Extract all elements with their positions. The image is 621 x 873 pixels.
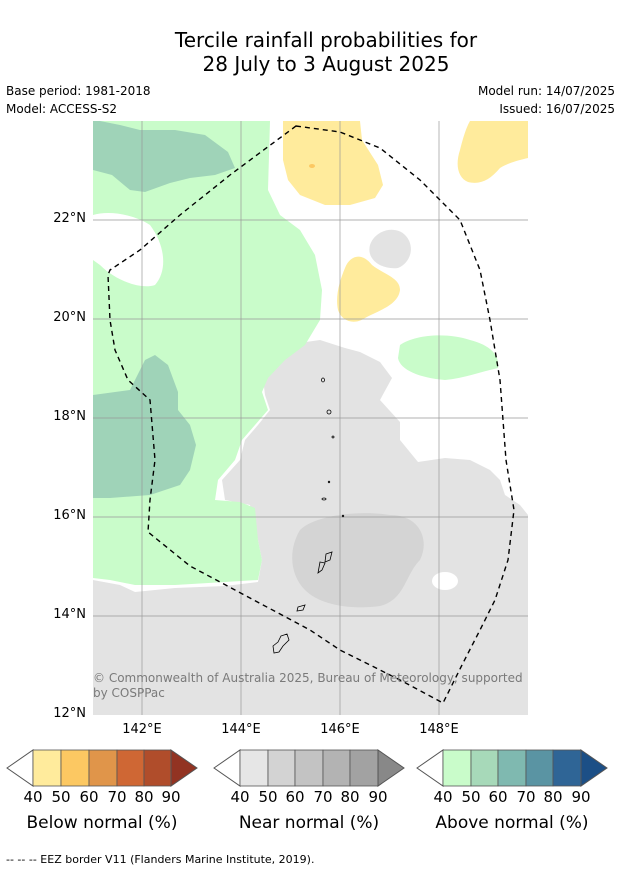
below-normal-northeast: [457, 121, 528, 183]
island-farallon: [341, 514, 345, 518]
lon-tick-148: 148°E: [419, 722, 459, 737]
below-normal-50-dot: [309, 164, 315, 168]
near-tick-60: 60: [285, 788, 305, 806]
model-name: Model: ACCESS-S2: [6, 102, 118, 116]
title-line-1: Tercile rainfall probabilities for: [174, 28, 478, 52]
no-signal-patch: [432, 572, 458, 590]
below-arrow-right: [170, 749, 198, 787]
above-normal-east: [398, 335, 499, 380]
below-tick-60: 60: [79, 788, 99, 806]
eez-footnote: -- -- -- EEZ border V11 (Flanders Marine…: [6, 853, 315, 866]
below-normal-center: [337, 256, 400, 322]
above-tick-90: 90: [571, 788, 591, 806]
meta-left: Base period: 1981-2018 Model: ACCESS-S2: [6, 82, 151, 118]
legend-above-caption: Above normal (%): [435, 813, 589, 833]
near-normal-50-region: [292, 513, 424, 608]
below-swatch-1: [32, 749, 62, 787]
map-area: [93, 121, 528, 715]
near-tick-90: 90: [368, 788, 388, 806]
island-pagan: [326, 409, 332, 415]
above-swatch-5: [552, 749, 582, 787]
lat-tick-22: 22°N: [53, 211, 86, 226]
island-guam: [272, 633, 290, 654]
copyright-notice: © Commonwealth of Australia 2025, Bureau…: [93, 671, 523, 700]
island-anatahan: [321, 497, 327, 501]
lon-tick-146: 146°E: [320, 722, 360, 737]
above-tick-60: 60: [488, 788, 508, 806]
below-swatch-3: [88, 749, 118, 787]
gridlines: [93, 121, 528, 715]
above-tick-50: 50: [461, 788, 481, 806]
near-swatch-1: [239, 749, 269, 787]
lat-tick-14: 14°N: [53, 607, 86, 622]
below-normal-north: [283, 121, 383, 205]
map-title: Tercile rainfall probabilities for 28 Ju…: [0, 28, 621, 76]
lon-tick-142: 142°E: [122, 722, 162, 737]
above-swatch-1: [442, 749, 472, 787]
near-tick-70: 70: [313, 788, 333, 806]
issued-date: Issued: 16/07/2025: [499, 102, 615, 116]
title-line-2: 28 July to 3 August 2025: [202, 52, 450, 76]
island-sarigan: [327, 480, 331, 484]
below-arrow-left: [6, 749, 34, 787]
legend-below-caption: Below normal (%): [26, 813, 178, 833]
base-period: Base period: 1981-2018: [6, 84, 151, 98]
above-swatch-4: [525, 749, 554, 787]
island-alamagan: [331, 435, 335, 439]
near-tick-80: 80: [340, 788, 360, 806]
lat-tick-20: 20°N: [53, 310, 86, 325]
island-agrihan: [321, 377, 325, 383]
above-arrow-right: [580, 749, 608, 787]
legend-bars: [6, 749, 608, 787]
below-tick-90: 90: [161, 788, 181, 806]
below-swatch-5: [143, 749, 172, 787]
below-swatch-4: [116, 749, 145, 787]
model-run: Model run: 14/07/2025: [477, 84, 615, 98]
near-tick-40: 40: [230, 788, 250, 806]
island-tinian: [317, 561, 326, 574]
green-gap: [93, 213, 164, 287]
legend-near-caption: Near normal (%): [238, 813, 380, 833]
legend-above-bar: [416, 749, 608, 787]
lat-tick-12: 12°N: [53, 706, 86, 721]
above-tick-70: 70: [516, 788, 536, 806]
lat-tick-18: 18°N: [53, 409, 86, 424]
below-tick-80: 80: [134, 788, 154, 806]
near-swatch-2: [267, 749, 296, 787]
above-normal-50-north: [93, 121, 235, 192]
above-normal-50-south: [93, 355, 196, 498]
eez-border: [107, 125, 515, 704]
above-tick-40: 40: [433, 788, 453, 806]
island-rota: [296, 604, 306, 612]
above-arrow-left: [416, 749, 444, 787]
near-tick-50: 50: [258, 788, 278, 806]
below-tick-70: 70: [107, 788, 127, 806]
meta-right: Model run: 14/07/2025 Issued: 16/07/2025: [478, 82, 615, 118]
near-arrow-right: [377, 749, 405, 787]
near-swatch-3: [294, 749, 324, 787]
near-swatch-5: [349, 749, 379, 787]
below-swatch-2: [60, 749, 90, 787]
above-tick-80: 80: [543, 788, 563, 806]
above-swatch-2: [470, 749, 499, 787]
below-tick-50: 50: [51, 788, 71, 806]
near-swatch-4: [322, 749, 351, 787]
near-arrow-left: [213, 749, 241, 787]
island-saipan: [324, 551, 333, 563]
legend-below-bar: [6, 749, 198, 787]
near-normal-small: [369, 229, 411, 269]
legend-near-bar: [213, 749, 405, 787]
above-swatch-3: [497, 749, 527, 787]
lat-tick-16: 16°N: [53, 508, 86, 523]
below-tick-40: 40: [23, 788, 43, 806]
lon-tick-144: 144°E: [221, 722, 261, 737]
mariana-islands: [272, 377, 345, 654]
